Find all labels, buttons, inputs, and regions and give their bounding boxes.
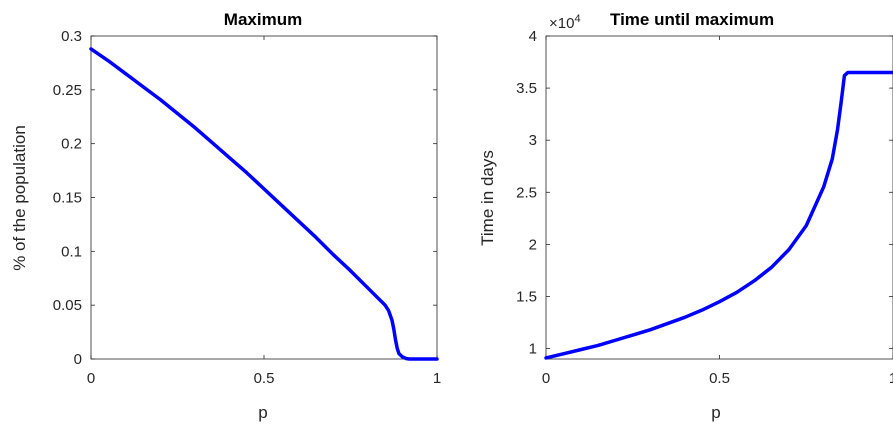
chart-time-until-maximum: ×104 Time until maximum p Time in days 0… — [478, 10, 893, 422]
chart-title: Time until maximum — [610, 10, 774, 29]
y-tick-label: 3 — [529, 132, 537, 149]
axes-box — [545, 35, 893, 360]
x-tick-label: 0.5 — [254, 370, 275, 387]
plot-area: 0 0.5 1 1 1.5 2 2.5 3 3.5 4 — [516, 28, 893, 387]
chart-title: Maximum — [224, 10, 302, 29]
x-tick-label: 1 — [889, 370, 893, 387]
y-axis-label: Time in days — [478, 150, 497, 246]
y-tick-label: 0.2 — [61, 136, 82, 153]
x-tick-label: 1 — [433, 370, 441, 387]
y-tick-label: 1 — [529, 341, 537, 358]
y-tick-label: 4 — [529, 28, 537, 45]
series-line — [544, 70, 893, 360]
x-tick-label: 0 — [87, 370, 95, 387]
y-tick-label: 0.25 — [53, 82, 82, 99]
series-line — [89, 47, 439, 361]
chart-maximum: Maximum p % of the population 0 0.5 1 0 0.05… — [10, 10, 441, 422]
y-tick-label: 0.05 — [53, 297, 82, 314]
x-axis-label: p — [711, 403, 720, 422]
y-tick-label: 2.5 — [516, 184, 537, 201]
y-tick-label: 0.3 — [61, 28, 82, 45]
x-tick-label: 0 — [542, 370, 550, 387]
y-axis-multiplier: ×104 — [549, 13, 581, 32]
plot-area: 0 0.5 1 0 0.05 0.1 0.15 0.2 0.25 0.3 — [53, 28, 441, 387]
x-axis-label: p — [258, 403, 267, 422]
y-tick-label: 3.5 — [516, 80, 537, 97]
y-tick-label: 0.15 — [53, 190, 82, 207]
y-tick-label: 0.1 — [61, 243, 82, 260]
y-tick-label: 1.5 — [516, 288, 537, 305]
x-tick-label: 0.5 — [709, 370, 730, 387]
y-axis-label: % of the population — [10, 125, 29, 271]
y-tick-label: 0 — [74, 351, 82, 368]
y-tick-label: 2 — [529, 236, 537, 253]
